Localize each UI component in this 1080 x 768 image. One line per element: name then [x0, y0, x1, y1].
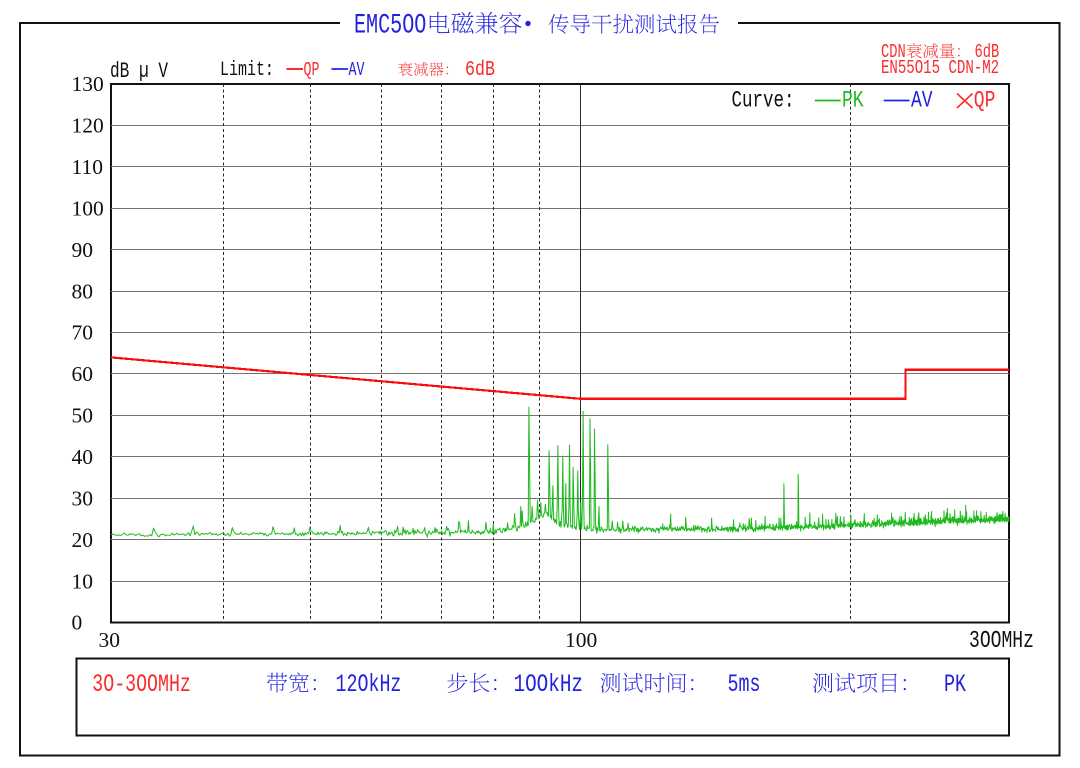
svg-text:10: 10 — [72, 569, 94, 593]
svg-text:50: 50 — [72, 404, 94, 428]
svg-text:EN55O15 CDN-M2: EN55O15 CDN-M2 — [881, 58, 999, 80]
svg-text:120: 120 — [72, 114, 104, 138]
svg-text:3O-3OOMHz: 3O-3OOMHz — [92, 670, 191, 699]
svg-text:110: 110 — [72, 155, 103, 179]
svg-text:PK: PK — [944, 670, 967, 699]
svg-text:100: 100 — [72, 197, 104, 221]
svg-text:0: 0 — [72, 611, 83, 635]
svg-text:3OOMHz: 3OOMHz — [969, 628, 1034, 655]
svg-text:5ms: 5ms — [728, 670, 761, 699]
svg-text:90: 90 — [72, 238, 94, 262]
svg-text:Limit:: Limit: — [220, 59, 274, 82]
svg-text:80: 80 — [72, 279, 94, 303]
svg-text:1OOkHz: 1OOkHz — [514, 670, 584, 699]
svg-text:130: 130 — [72, 72, 104, 96]
svg-text:30: 30 — [72, 486, 94, 510]
svg-text:AV: AV — [349, 59, 365, 81]
svg-text:12OkHz: 12OkHz — [336, 670, 402, 699]
svg-text:100: 100 — [565, 628, 597, 652]
svg-text:70: 70 — [72, 321, 94, 345]
svg-text:20: 20 — [72, 528, 94, 552]
svg-text:PK: PK — [842, 89, 864, 115]
svg-text:30: 30 — [99, 628, 121, 652]
svg-text:EMC5OO: EMC5OO — [354, 11, 426, 42]
svg-text:Curve:: Curve: — [732, 88, 795, 114]
svg-text:CDN: CDN — [881, 41, 906, 63]
svg-text:40: 40 — [72, 445, 94, 469]
svg-text:60: 60 — [72, 362, 94, 386]
svg-text:6dB: 6dB — [975, 41, 1000, 63]
svg-text:QP: QP — [974, 89, 996, 115]
svg-text:dB µ V: dB µ V — [110, 59, 168, 84]
svg-text:QP: QP — [304, 59, 320, 81]
svg-text:AV: AV — [911, 89, 933, 115]
svg-text:6dB: 6dB — [465, 57, 495, 81]
